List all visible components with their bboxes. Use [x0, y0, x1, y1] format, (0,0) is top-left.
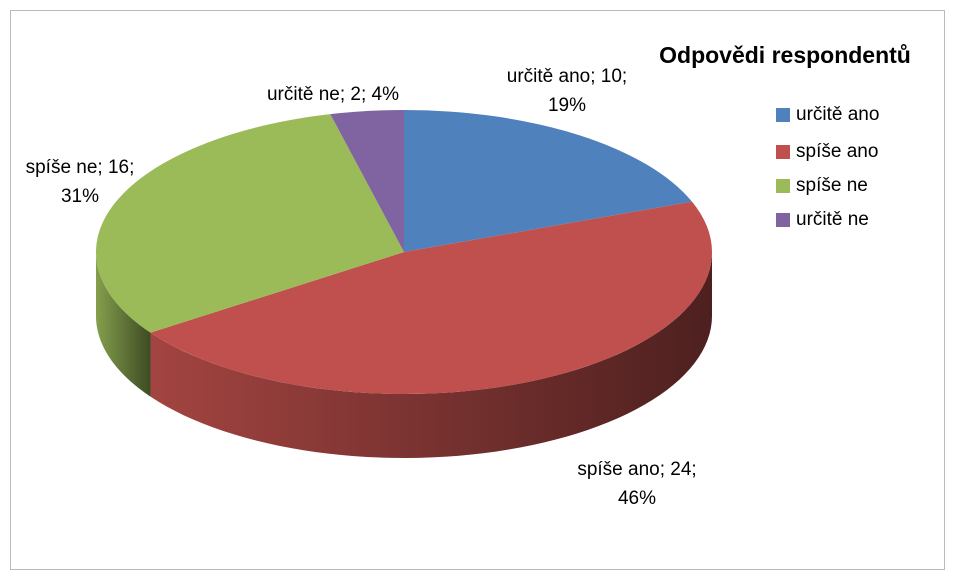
legend-swatch	[776, 108, 790, 122]
data-label: 31%	[61, 186, 99, 207]
slice	[330, 110, 404, 252]
slice-side	[96, 252, 151, 397]
legend-swatch	[776, 213, 790, 227]
data-label: 19%	[548, 95, 586, 116]
data-label: určitě ne; 2; 4%	[267, 84, 399, 105]
legend-label: určitě ne	[796, 209, 869, 230]
legend-label: spíše ne	[796, 175, 868, 196]
slice	[95, 114, 404, 333]
chart-title: Odpovědi respondentů	[659, 42, 911, 68]
slice	[150, 201, 713, 394]
legend-swatch	[776, 145, 790, 159]
slice-side	[150, 252, 712, 458]
data-label: 46%	[618, 488, 656, 509]
slice	[404, 110, 692, 252]
legend-label: určitě ano	[796, 104, 879, 125]
legend-swatch	[776, 179, 790, 193]
legend-label: spíše ano	[796, 141, 878, 162]
data-label: spíše ano; 24;	[577, 459, 696, 480]
data-label: určitě ano; 10;	[507, 66, 627, 87]
data-label: spíše ne; 16;	[26, 157, 135, 178]
